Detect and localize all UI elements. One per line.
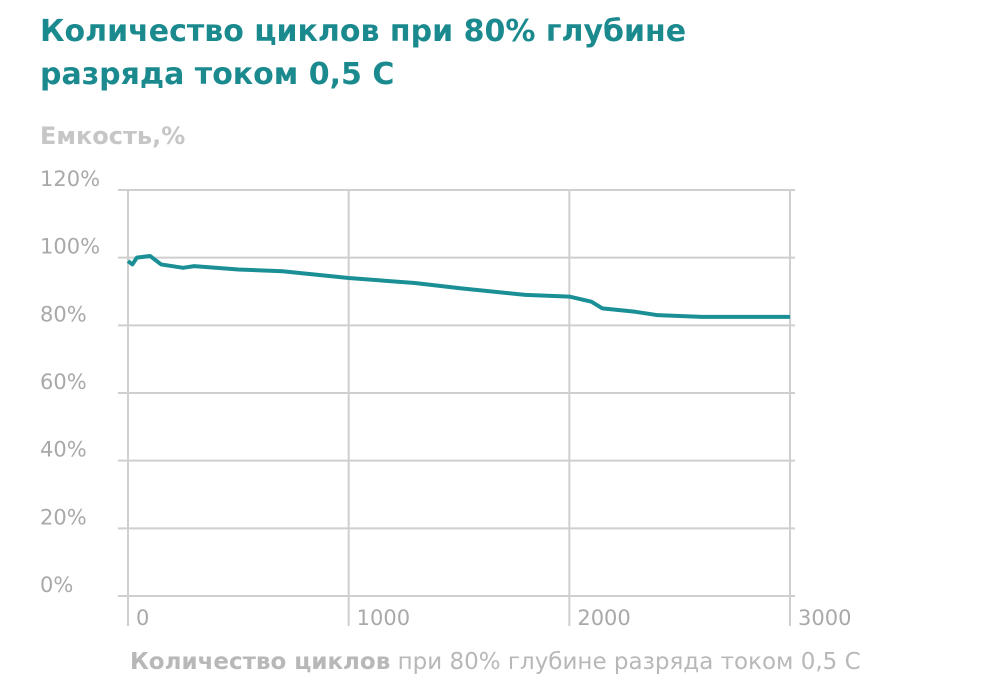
y-tick-label: 20% xyxy=(40,505,87,529)
x-axis-label-bold: Количество циклов xyxy=(130,649,390,675)
x-axis-label: Количество циклов при 80% глубине разряд… xyxy=(130,649,861,675)
x-tick-label: 3000 xyxy=(798,606,851,630)
x-axis-label-rest: при 80% глубине разряда током 0,5 C xyxy=(398,649,861,675)
y-tick-label: 120% xyxy=(40,167,100,191)
y-tick-label: 0% xyxy=(40,573,73,597)
x-tick-label: 2000 xyxy=(577,606,630,630)
x-tick-label: 1000 xyxy=(357,606,410,630)
y-tick-label: 60% xyxy=(40,370,87,394)
y-axis-label: Емкость,% xyxy=(40,122,185,150)
chart-title: Количество циклов при 80% глубине разряд… xyxy=(40,14,687,92)
y-tick-label: 100% xyxy=(40,235,100,259)
y-tick-label: 40% xyxy=(40,438,87,462)
y-tick-label: 80% xyxy=(40,302,87,326)
x-tick-label: 0 xyxy=(136,606,149,630)
data-line xyxy=(126,253,790,319)
